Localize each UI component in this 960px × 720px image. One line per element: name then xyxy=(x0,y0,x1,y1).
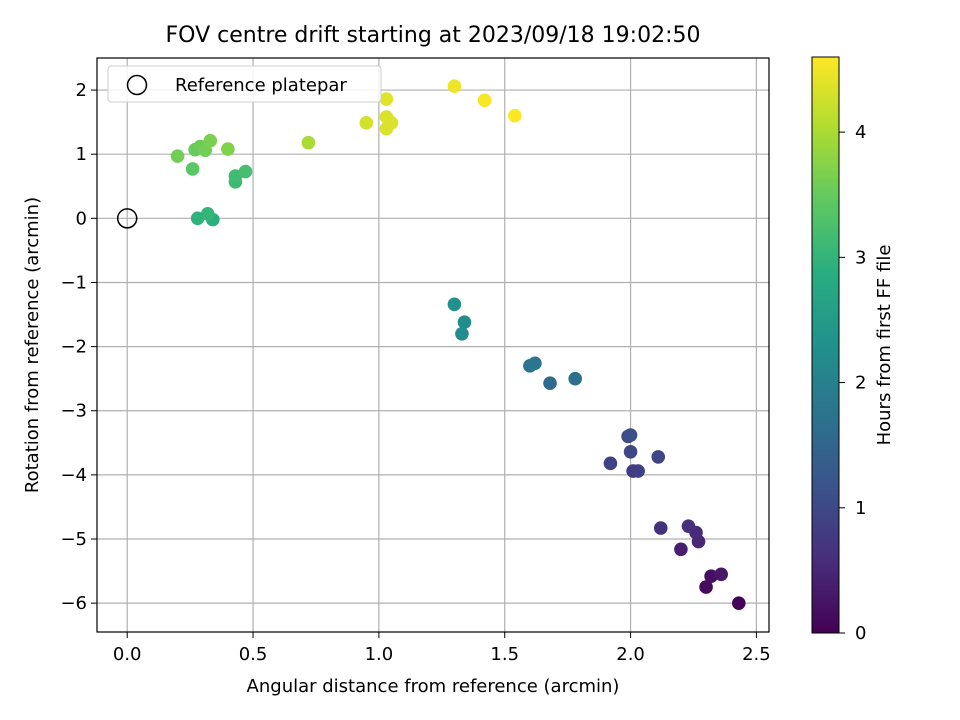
colorbar-tick-label: 0 xyxy=(855,623,866,644)
data-point xyxy=(653,521,668,535)
data-point xyxy=(714,567,728,582)
data-point xyxy=(447,297,462,312)
x-tick-label: 2.5 xyxy=(742,644,771,665)
y-tick-label: −1 xyxy=(60,272,87,293)
data-point xyxy=(543,376,557,390)
reference-platepar-marker xyxy=(116,208,138,229)
colorbar: 0 1 2 3 4 Hours from first FF file xyxy=(811,56,895,644)
y-tick-label: 0 xyxy=(76,208,87,229)
data-point xyxy=(455,326,469,341)
x-tick-label: 2.0 xyxy=(616,644,645,665)
data-point xyxy=(221,142,235,156)
colorbar-ticks: 0 1 2 3 4 xyxy=(839,122,866,644)
reference-marker-layer xyxy=(116,208,138,229)
data-point xyxy=(651,450,666,464)
legend-box xyxy=(107,65,382,103)
y-tick-label: −3 xyxy=(60,401,87,422)
legend-marker-reference xyxy=(126,74,148,96)
data-point xyxy=(203,133,218,148)
plot-frame xyxy=(96,57,770,633)
data-point xyxy=(568,371,583,386)
data-point xyxy=(704,569,718,584)
data-point xyxy=(699,580,713,594)
x-axis-label: Angular distance from reference (arcmin) xyxy=(247,676,620,697)
y-tick-label: −5 xyxy=(60,529,87,550)
legend: Reference platepar xyxy=(107,65,382,103)
data-point xyxy=(379,121,394,136)
y-tick-label: 2 xyxy=(76,80,87,101)
y-tick-label: −6 xyxy=(60,593,87,614)
data-point xyxy=(447,79,462,94)
data-point xyxy=(507,108,522,123)
grid xyxy=(97,58,769,632)
x-axis-ticks: 0.0 0.5 1.0 1.5 2.0 2.5 xyxy=(113,632,771,665)
colorbar-gradient xyxy=(811,56,840,634)
x-tick-label: 0.5 xyxy=(239,644,268,665)
data-point xyxy=(731,596,746,610)
data-point xyxy=(185,162,200,176)
data-point xyxy=(457,315,472,330)
data-point xyxy=(674,542,688,557)
data-point xyxy=(477,93,492,108)
data-point xyxy=(379,92,394,106)
data-point xyxy=(681,519,696,533)
x-tick-label: 0.0 xyxy=(113,644,142,665)
y-axis-label: Rotation from reference (arcmin) xyxy=(22,197,43,493)
data-point xyxy=(623,444,638,459)
x-tick-label: 1.0 xyxy=(365,644,394,665)
chart-title: FOV centre drift starting at 2023/09/18 … xyxy=(166,23,701,48)
colorbar-tick-label: 3 xyxy=(855,247,866,268)
data-point xyxy=(603,456,618,471)
data-point xyxy=(631,464,645,478)
data-points xyxy=(170,79,746,610)
data-point xyxy=(238,164,253,179)
colorbar-label: Hours from first FF file xyxy=(874,245,895,446)
y-tick-label: −2 xyxy=(60,337,87,358)
data-point xyxy=(359,115,374,130)
y-tick-label: 1 xyxy=(76,144,87,165)
colorbar-tick-label: 4 xyxy=(855,122,866,143)
colorbar-tick-label: 2 xyxy=(855,373,866,394)
data-point xyxy=(200,207,215,221)
colorbar-tick-label: 1 xyxy=(855,498,866,519)
y-axis-ticks: 2 1 0 −1 −2 −3 −4 −5 −6 xyxy=(60,80,97,614)
x-tick-label: 1.5 xyxy=(490,644,519,665)
legend-entry-reference: Reference platepar xyxy=(175,75,347,96)
data-point xyxy=(623,428,638,442)
data-point xyxy=(170,149,185,163)
data-point xyxy=(301,135,316,150)
data-point xyxy=(528,356,542,371)
y-tick-label: −4 xyxy=(60,465,87,486)
